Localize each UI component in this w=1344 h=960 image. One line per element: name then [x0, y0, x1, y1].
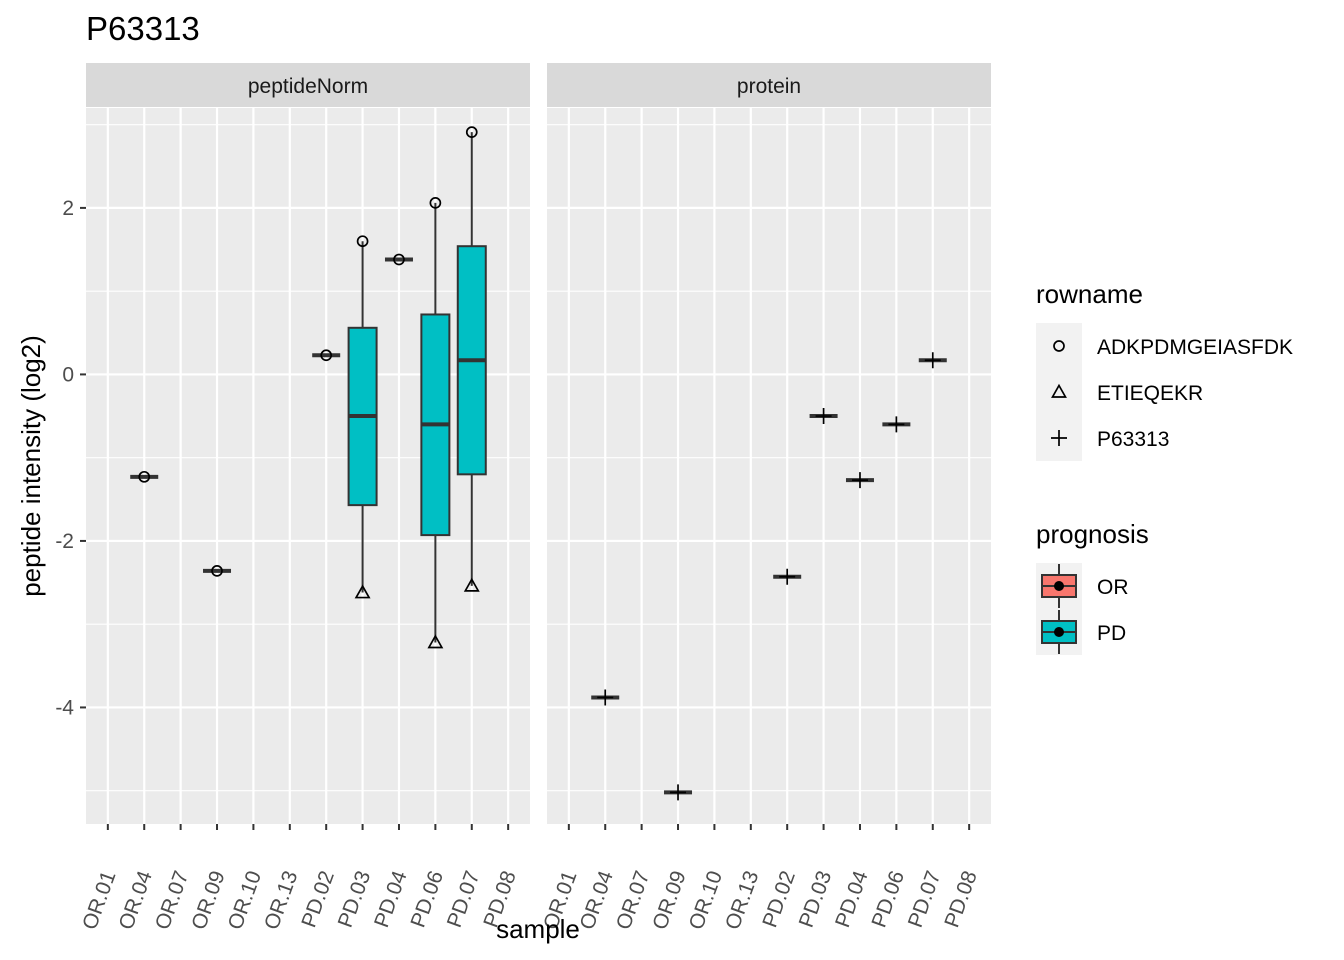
point-ADKPDMGEIASFDK-PD.06 — [429, 197, 442, 209]
point-ADKPDMGEIASFDK-PD.04 — [393, 253, 405, 266]
chart-title: P63313 — [86, 10, 200, 47]
legend-rowname: rowname ADKPDMGEIASFDK ETIEQEKR P63313 — [1036, 279, 1293, 461]
legend-key-ADKPDMGEIASFDK — [1053, 340, 1065, 352]
point-P63313-PD.04 — [851, 472, 868, 489]
y-tick-label: 2 — [62, 197, 74, 220]
legend-rowname-title: rowname — [1036, 279, 1143, 309]
panel-strip — [547, 63, 991, 107]
y-tick-label: -4 — [55, 696, 74, 719]
legend-prognosis-item: PD — [1097, 622, 1126, 645]
legend-key-dot — [1054, 581, 1064, 591]
legend-key-P63313 — [1051, 430, 1067, 446]
point-ADKPDMGEIASFDK-PD.07 — [465, 126, 478, 138]
point-P63313-OR.04 — [597, 689, 614, 706]
point-P63313-PD.06 — [888, 416, 905, 433]
panel-protein: proteinOR.01OR.04OR.07OR.09OR.10OR.13PD.… — [539, 63, 991, 933]
legend-rowname-item: P63313 — [1097, 428, 1169, 451]
point-ETIEQEKR-PD.03 — [354, 584, 371, 599]
box-PD.07 — [456, 132, 487, 586]
y-axis-label: peptide intensity (log2) — [16, 335, 46, 597]
legend-rowname-item: ETIEQEKR — [1097, 382, 1203, 405]
legend-key-bg — [1036, 323, 1082, 369]
point-ADKPDMGEIASFDK-PD.03 — [356, 235, 369, 248]
x-axis-label: sample — [496, 914, 580, 944]
point-ADKPDMGEIASFDK-PD.02 — [320, 349, 333, 362]
box-PD.06 — [420, 202, 451, 643]
point-P63313-PD.03 — [815, 408, 832, 425]
y-tick-label: -2 — [55, 530, 74, 553]
point-ETIEQEKR-PD.07 — [463, 577, 480, 592]
panel-background — [86, 108, 530, 824]
panel-strip-label: protein — [737, 75, 801, 98]
panel-peptideNorm: peptideNormOR.01OR.04OR.07OR.09OR.10OR.1… — [78, 63, 530, 933]
legend-key-dot — [1054, 627, 1064, 637]
legend-prognosis: prognosis OR PD — [1036, 519, 1149, 655]
panels: peptideNormOR.01OR.04OR.07OR.09OR.10OR.1… — [55, 63, 991, 933]
y-tick-label: 0 — [62, 363, 74, 386]
point-P63313-OR.09 — [670, 784, 687, 801]
point-P63313-PD.07 — [924, 352, 941, 369]
panel-background — [547, 108, 991, 824]
legend-key-bg — [1036, 369, 1082, 415]
point-P63313-PD.02 — [779, 568, 796, 585]
legend-prognosis-title: prognosis — [1036, 519, 1149, 549]
point-ADKPDMGEIASFDK-OR.09 — [211, 565, 223, 577]
point-ETIEQEKR-PD.06 — [427, 634, 444, 649]
legend-rowname-item: ADKPDMGEIASFDK — [1097, 336, 1293, 359]
panel-strip-label: peptideNorm — [248, 75, 368, 98]
legend-prognosis-item: OR — [1097, 576, 1129, 599]
legend-key-ETIEQEKR — [1051, 383, 1067, 398]
panel-strip — [86, 63, 530, 107]
point-ADKPDMGEIASFDK-OR.04 — [138, 470, 151, 483]
box-PD.03 — [347, 241, 378, 593]
